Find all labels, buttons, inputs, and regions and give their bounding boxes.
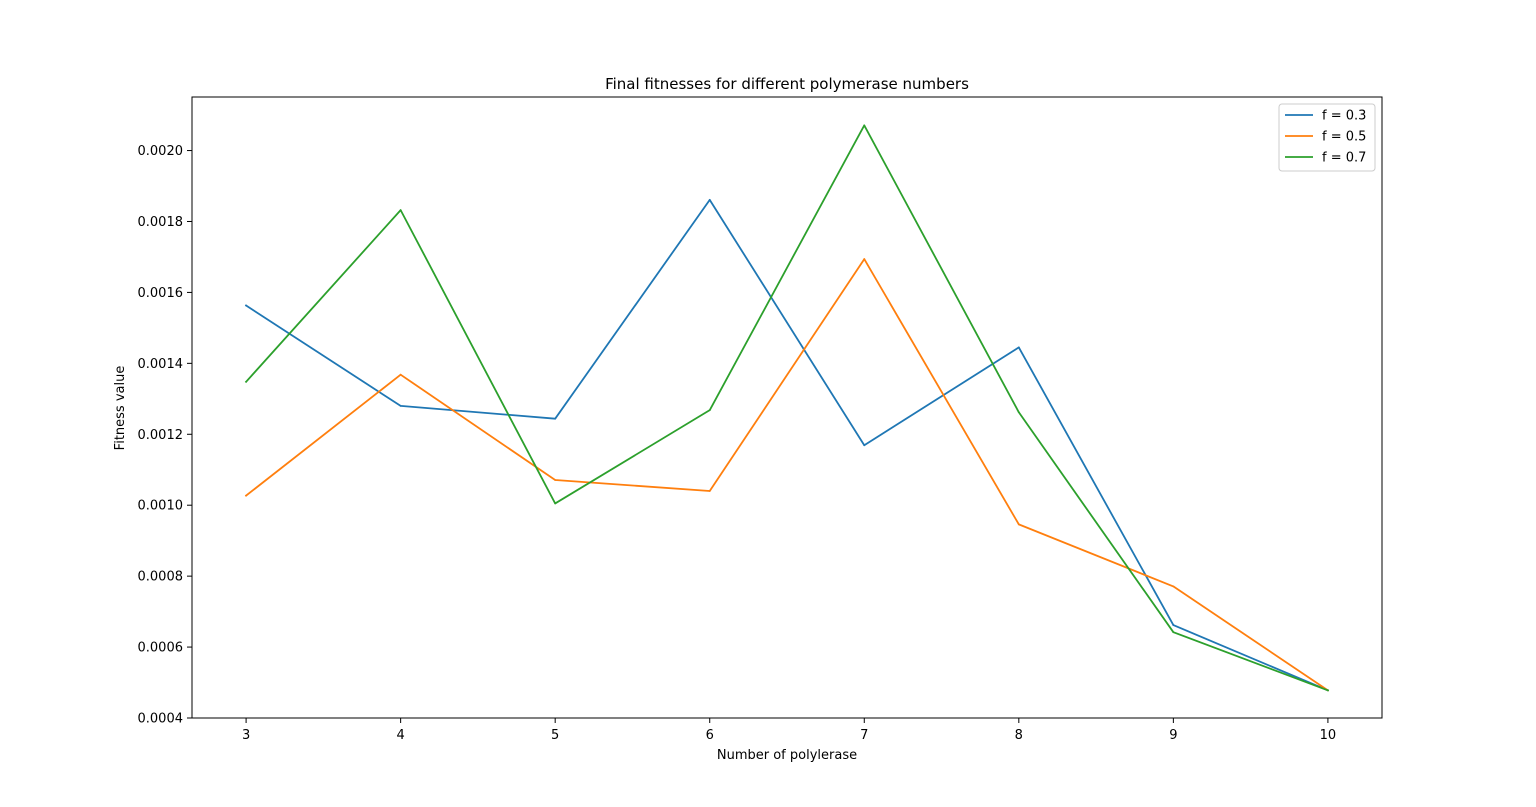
legend: f = 0.3 f = 0.5 f = 0.7 (1278, 103, 1376, 172)
legend-label-2: f = 0.5 (1322, 130, 1366, 145)
data-point (1172, 585, 1175, 588)
data-point (554, 417, 557, 420)
x-tick-label: 3 (242, 728, 250, 743)
series-line-1 (244, 198, 1330, 692)
series-group (244, 124, 1330, 692)
plot-frame (191, 96, 1383, 719)
y-tick-label: 0.0008 (138, 570, 184, 585)
x-tick-label: 6 (706, 728, 714, 743)
y-tick-label: 0.0010 (138, 499, 184, 514)
y-axis: 0.0004 0.0006 0.0008 0.0010 0.0012 0.0014 0.00… (138, 144, 192, 727)
data-point (245, 494, 247, 497)
series-line-2 (244, 258, 1330, 692)
y-tick-label: 0.0004 (138, 712, 184, 727)
data-point (245, 380, 247, 383)
y-axis-label: Fitness value (113, 366, 128, 451)
chart-title: Final fitnesses for different polymerase… (605, 75, 969, 93)
x-tick-label: 9 (1169, 728, 1177, 743)
y-tick-label: 0.0006 (138, 641, 184, 656)
data-point (708, 409, 711, 412)
data-point (1017, 523, 1020, 526)
data-point (863, 258, 866, 260)
x-axis-label: Number of polylerase (717, 748, 857, 763)
data-point (1017, 411, 1020, 414)
data-point (1327, 689, 1329, 692)
data-point (399, 405, 402, 407)
data-point (708, 490, 711, 492)
x-tick-label: 4 (396, 728, 404, 743)
series-layer (244, 124, 1330, 692)
data-point (863, 124, 866, 127)
data-point (554, 502, 557, 505)
legend-label-3: f = 0.7 (1322, 151, 1366, 166)
data-point (399, 209, 402, 212)
x-tick-label: 8 (1015, 728, 1023, 743)
data-point (399, 373, 402, 376)
data-point (1172, 624, 1175, 626)
x-tick-label: 7 (860, 728, 868, 743)
data-point (1172, 631, 1175, 634)
x-tick-label: 10 (1320, 728, 1337, 743)
x-tick-label: 5 (551, 728, 559, 743)
data-point (708, 198, 711, 201)
x-axis: 3 4 5 6 7 8 9 10 (242, 718, 1336, 743)
data-point (1017, 346, 1020, 349)
y-tick-label: 0.0016 (138, 286, 184, 301)
y-tick-label: 0.0012 (138, 428, 184, 443)
y-tick-label: 0.0014 (138, 357, 184, 372)
data-point (863, 444, 866, 447)
y-tick-label: 0.0018 (138, 215, 184, 230)
data-point (554, 479, 557, 481)
series-group (244, 198, 1330, 692)
legend-label-1: f = 0.3 (1322, 109, 1366, 124)
legend-box (1278, 103, 1376, 172)
series-line-3 (244, 124, 1330, 692)
y-tick-label: 0.0020 (138, 144, 184, 159)
data-point (245, 304, 247, 307)
